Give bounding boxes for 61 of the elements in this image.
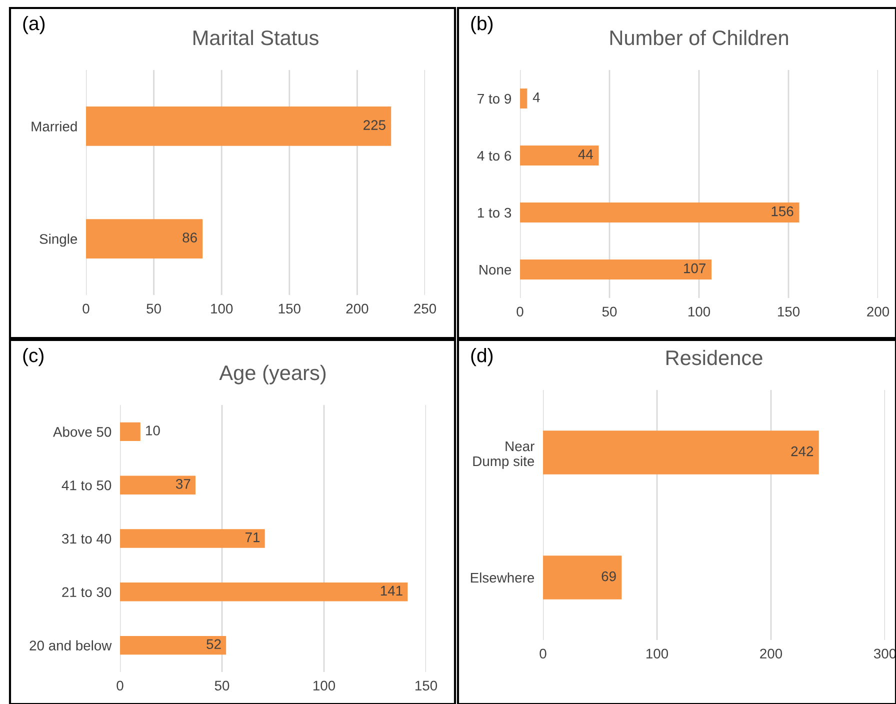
x-tick-label: 50 <box>214 680 230 691</box>
text: (b) <box>471 16 493 34</box>
x-tick-label: 0 <box>116 680 124 691</box>
y-tick-label: 7 to 9 <box>478 94 512 104</box>
y-tick-label: 31 to 40 <box>62 534 112 544</box>
x-tick-label: 150 <box>415 680 438 691</box>
x-tick-label: 100 <box>313 680 336 691</box>
x-tick-label: 200 <box>346 304 368 314</box>
data-label: 225 <box>364 120 386 130</box>
x-tick-label: 150 <box>278 304 300 314</box>
y-tick-label: None <box>480 264 512 275</box>
y-tick-label: 1 to 3 <box>478 208 512 218</box>
data-label: 69 <box>602 571 616 582</box>
chart-title: Age (years) <box>219 364 326 384</box>
x-tick-label: 200 <box>867 306 890 317</box>
x-tick-label: 100 <box>688 306 710 317</box>
x-tick-label: 200 <box>760 648 782 659</box>
x-tick-label: 0 <box>540 648 546 659</box>
data-label: 107 <box>684 263 706 274</box>
text: (c) <box>23 348 44 366</box>
bar <box>520 260 712 280</box>
bar <box>120 422 140 442</box>
x-tick-label: 250 <box>414 304 436 314</box>
x-tick-label: 50 <box>602 306 617 317</box>
bar <box>520 88 528 108</box>
x-tick-label: 100 <box>211 304 233 314</box>
y-tick-label: Married <box>32 121 77 132</box>
x-tick-label: 50 <box>146 304 161 314</box>
data-label: 4 <box>532 92 540 102</box>
bar <box>120 529 265 548</box>
data-label: 71 <box>246 532 260 542</box>
x-tick-label: 0 <box>82 304 90 314</box>
text: (a) <box>23 16 45 34</box>
bar <box>520 146 599 166</box>
data-label: 242 <box>791 446 814 456</box>
data-label: 52 <box>206 639 221 650</box>
chart-title: Marital Status <box>194 30 318 46</box>
chart-title: Number of Children <box>610 30 788 46</box>
y-tick-label: 21 to 30 <box>62 587 112 598</box>
text: (d) <box>471 348 493 366</box>
data-label: 37 <box>176 478 190 489</box>
data-label: 156 <box>772 206 794 216</box>
y-tick-label: Above 50 <box>53 426 112 437</box>
bar <box>120 476 196 494</box>
bar <box>520 202 800 222</box>
y-tick-label: 20 and below <box>30 640 112 650</box>
chart-title: Residence <box>666 350 762 366</box>
x-tick-label: 0 <box>516 306 524 317</box>
y-tick-label: 41 to 50 <box>62 480 112 490</box>
y-tick-label: 4 to 6 <box>477 150 512 161</box>
data-label: 86 <box>182 232 197 242</box>
y-tick-label: Single <box>40 234 78 247</box>
y-tick-label: Near Dump site <box>473 442 534 469</box>
x-tick-label: 100 <box>646 648 668 659</box>
data-label: 10 <box>146 426 160 436</box>
y-tick-label: Elsewhere <box>470 572 534 583</box>
bar <box>120 636 226 655</box>
data-label: 44 <box>578 150 593 160</box>
bar <box>120 582 408 602</box>
data-label: 141 <box>380 586 402 596</box>
x-tick-label: 150 <box>778 306 800 317</box>
